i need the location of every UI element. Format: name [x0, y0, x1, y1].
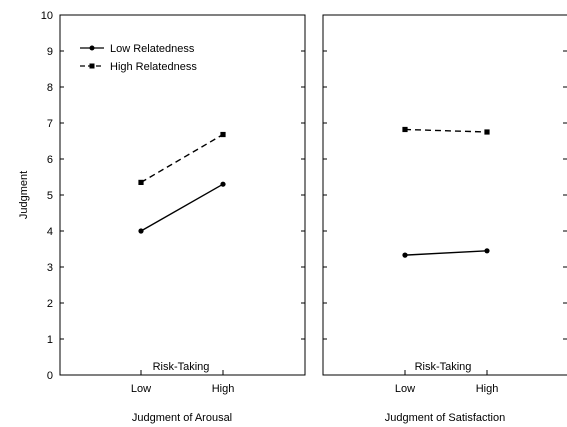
legend: Low Relatedness High Relatedness — [80, 43, 197, 73]
y-tick-label: 8 — [47, 82, 53, 94]
data-point-square — [484, 129, 490, 135]
x-tick-label: Low — [395, 383, 415, 395]
satisfaction-panel: Risk-Taking Low High Judgment of Satisfac… — [322, 14, 567, 424]
x-axis: Low High — [395, 370, 498, 395]
arousal-panel: 0 1 2 3 4 5 6 7 8 9 10 Judgment Risk-Taking Low Hig… — [18, 10, 306, 424]
y-axis-right-ticks — [323, 14, 567, 376]
series-layer — [138, 131, 226, 234]
data-point-circle — [138, 228, 144, 234]
x-axis-title: Judgment of Satisfaction — [385, 412, 505, 424]
y-tick-label: 3 — [47, 262, 53, 274]
data-point-square — [220, 131, 226, 138]
x-tick-label: High — [476, 383, 499, 395]
legend-label-high-relatedness: High Relatedness — [110, 61, 197, 73]
y-tick-label: 10 — [41, 10, 53, 22]
risk-taking-annotation: Risk-Taking — [153, 361, 210, 373]
legend-label-low-relatedness: Low Relatedness — [110, 43, 195, 55]
y-tick-label: 9 — [47, 46, 53, 58]
series-layer — [402, 126, 490, 258]
x-tick-label: High — [212, 383, 235, 395]
data-point-circle — [484, 248, 490, 254]
series-line-high-relatedness — [404, 128, 488, 133]
data-point-square — [402, 126, 408, 133]
x-axis: Low High — [131, 370, 234, 395]
data-point-square — [138, 179, 144, 185]
y-tick-label: 5 — [47, 190, 53, 202]
plot-frame — [322, 14, 567, 376]
legend-marker-square — [89, 63, 95, 69]
y-tick-label: 4 — [47, 226, 53, 238]
data-point-circle — [220, 181, 226, 187]
y-tick-label: 0 — [47, 370, 53, 382]
series-line-high-relatedness — [140, 133, 224, 184]
y-tick-label: 2 — [47, 298, 53, 310]
y-tick-label: 1 — [47, 334, 53, 346]
legend-marker-circle — [89, 45, 95, 51]
y-tick-label: 7 — [47, 118, 53, 130]
x-tick-label: Low — [131, 383, 151, 395]
y-tick-label: 6 — [47, 154, 53, 166]
data-point-circle — [402, 252, 408, 258]
y-axis-title: Judgment — [18, 171, 30, 219]
series-line-low-relatedness — [140, 183, 224, 232]
series-line-low-relatedness — [404, 250, 488, 256]
x-axis-title: Judgment of Arousal — [132, 412, 232, 424]
y-axis: 0 1 2 3 4 5 6 7 8 9 10 — [41, 10, 305, 382]
risk-taking-annotation: Risk-Taking — [415, 361, 472, 373]
